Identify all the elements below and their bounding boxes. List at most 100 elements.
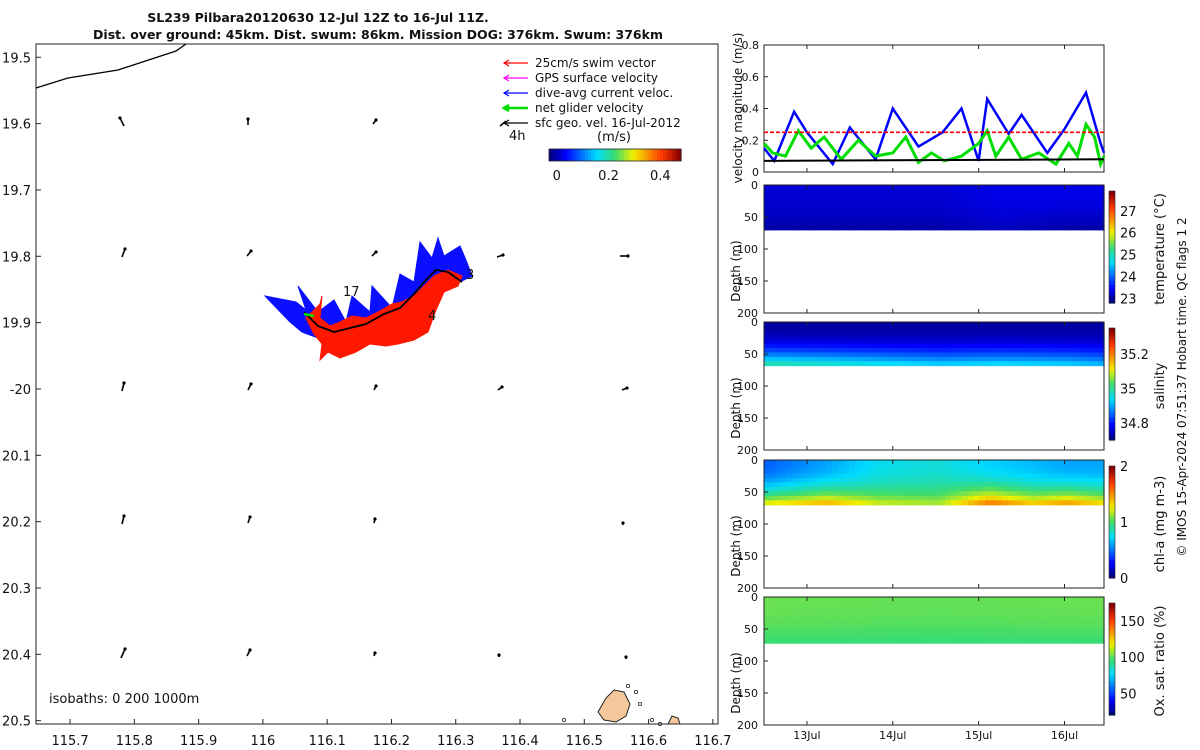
section-cell <box>792 352 799 358</box>
section-cell <box>843 460 850 466</box>
section-cell <box>1064 495 1071 501</box>
section-cell <box>905 343 912 349</box>
section-cell <box>1098 482 1105 488</box>
section-cell <box>1036 495 1043 501</box>
section-cell <box>832 482 839 488</box>
section-cell <box>888 615 895 621</box>
section-cell <box>990 464 997 470</box>
coastline <box>35 43 681 727</box>
section-cell <box>922 460 929 466</box>
section-cell <box>764 495 771 501</box>
section-cell <box>1098 638 1105 644</box>
section-cell <box>1024 343 1031 349</box>
section-cell <box>798 322 805 327</box>
section-cell <box>1002 482 1009 488</box>
section-cell <box>1058 326 1065 332</box>
depth-tick-label: 150 <box>737 550 758 563</box>
section-cell <box>877 322 884 327</box>
section-cell <box>1036 330 1043 336</box>
section-cell <box>934 633 941 640</box>
section-cell <box>1092 477 1099 483</box>
section-cell <box>826 486 833 492</box>
section-colorbar-cell <box>1109 232 1115 237</box>
section-cell <box>1092 610 1099 617</box>
section-cell <box>1036 610 1043 617</box>
section-cell <box>866 185 873 191</box>
section-cell <box>888 638 895 644</box>
section-cell <box>968 597 975 603</box>
section-cell <box>1019 330 1026 336</box>
section-cell <box>1070 361 1077 367</box>
section-cell <box>1092 352 1099 358</box>
section-cell <box>996 464 1003 470</box>
section-cell <box>990 460 997 466</box>
section-cell <box>860 464 867 470</box>
section-cell <box>866 211 873 217</box>
section-cell <box>1075 477 1082 483</box>
section-cell <box>990 185 997 191</box>
section-cell <box>990 491 997 497</box>
section-cell <box>769 189 776 195</box>
section-cell <box>1053 322 1060 327</box>
section-cell <box>917 207 924 213</box>
section-cell <box>917 620 924 626</box>
section-cell <box>1047 225 1054 231</box>
section-cell <box>786 606 793 612</box>
section-cell <box>769 326 776 332</box>
section-cell <box>951 343 958 349</box>
section-cell <box>854 198 861 204</box>
section-cell <box>962 464 969 470</box>
section-cell <box>894 207 901 213</box>
section-cell <box>1019 477 1026 483</box>
section-cell <box>951 477 958 483</box>
section-cell <box>1041 207 1048 213</box>
section-cell <box>792 361 799 367</box>
section-cell <box>939 629 946 635</box>
section-cell <box>888 361 895 367</box>
time-tick-label: 15Jul <box>965 729 992 742</box>
section-cell <box>1019 615 1026 621</box>
section-cell <box>1002 620 1009 626</box>
section-cell <box>894 486 901 492</box>
depth-tick-label: 50 <box>744 211 758 224</box>
section-cell <box>928 468 935 475</box>
section-cell <box>1030 601 1037 607</box>
section-cell <box>1002 361 1009 367</box>
section-cell <box>1087 473 1094 479</box>
section-cell <box>990 202 997 208</box>
section-cell <box>1092 629 1099 635</box>
section-colorbar-cell <box>1109 380 1115 385</box>
section-cell <box>837 361 844 367</box>
section-cell <box>996 343 1003 349</box>
islet-marker <box>658 722 663 727</box>
section-cell <box>775 193 782 200</box>
section-cell <box>781 615 788 621</box>
section-cell <box>939 361 946 367</box>
section-cell <box>1036 220 1043 226</box>
section-cell <box>1081 216 1088 222</box>
map-colorbar-cell <box>636 149 640 161</box>
section-cell <box>849 356 856 362</box>
section-cell <box>1070 620 1077 626</box>
section-cell <box>792 460 799 466</box>
section-cell <box>979 202 986 208</box>
section-cell <box>1081 597 1088 603</box>
section-cell <box>826 202 833 208</box>
section-cell <box>968 339 975 345</box>
section-cell <box>996 473 1003 479</box>
section-cell <box>979 326 986 332</box>
section-cell <box>1087 606 1094 612</box>
section-cell <box>820 615 827 621</box>
section-cell <box>917 473 924 479</box>
section-cell <box>826 460 833 466</box>
section-cell <box>990 482 997 488</box>
section-cell <box>1041 348 1048 354</box>
section-cell <box>922 335 929 341</box>
map-colorbar-cell <box>573 149 577 161</box>
section-cell <box>815 330 822 336</box>
section-cell <box>1075 326 1082 332</box>
section-cell <box>911 495 918 501</box>
section-cell <box>1007 335 1014 341</box>
section-cell <box>900 216 907 222</box>
